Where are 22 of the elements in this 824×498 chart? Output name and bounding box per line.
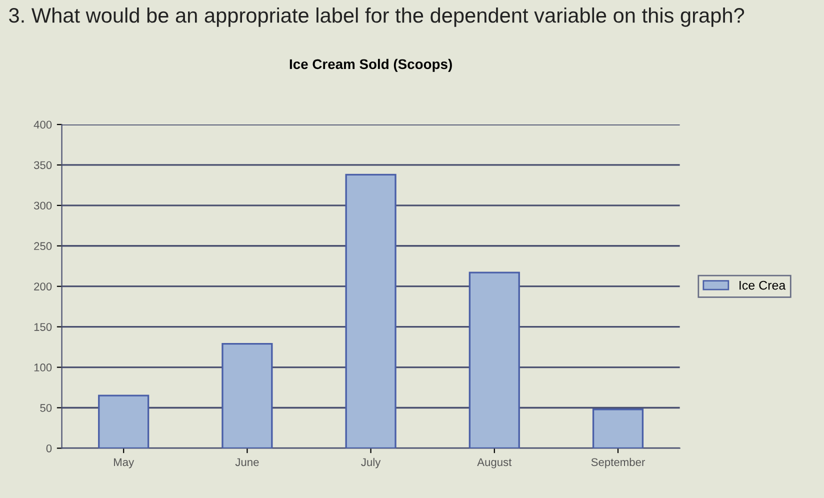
- y-tick-label: 250: [34, 242, 52, 250]
- y-tick-label: 50: [40, 404, 52, 412]
- chart-title: Ice Cream Sold (Scoops): [290, 58, 452, 72]
- x-tick-label: June: [235, 458, 259, 466]
- y-tick-label: 100: [34, 364, 52, 372]
- y-tick-label: 350: [34, 161, 52, 170]
- legend-label: Ice Crea: [740, 280, 786, 290]
- y-tick-label: 300: [34, 202, 52, 210]
- y-tick-label: 400: [34, 120, 52, 129]
- y-tick-label: 200: [34, 282, 52, 290]
- x-tick-label: July: [361, 458, 381, 468]
- y-tick-label: 0: [46, 444, 52, 452]
- bar: [98, 394, 150, 448]
- bar: [592, 408, 644, 448]
- y-tick-label: 150: [34, 323, 52, 331]
- x-tick-label: May: [114, 458, 134, 468]
- x-tick-label: September: [591, 458, 645, 468]
- bar: [468, 272, 520, 448]
- bar: [222, 342, 273, 448]
- x-tick-label: August: [477, 458, 512, 468]
- text: 3. What would be an appropriate label for the dependent variable on this graph?: [9, 7, 744, 27]
- bar: [345, 174, 396, 448]
